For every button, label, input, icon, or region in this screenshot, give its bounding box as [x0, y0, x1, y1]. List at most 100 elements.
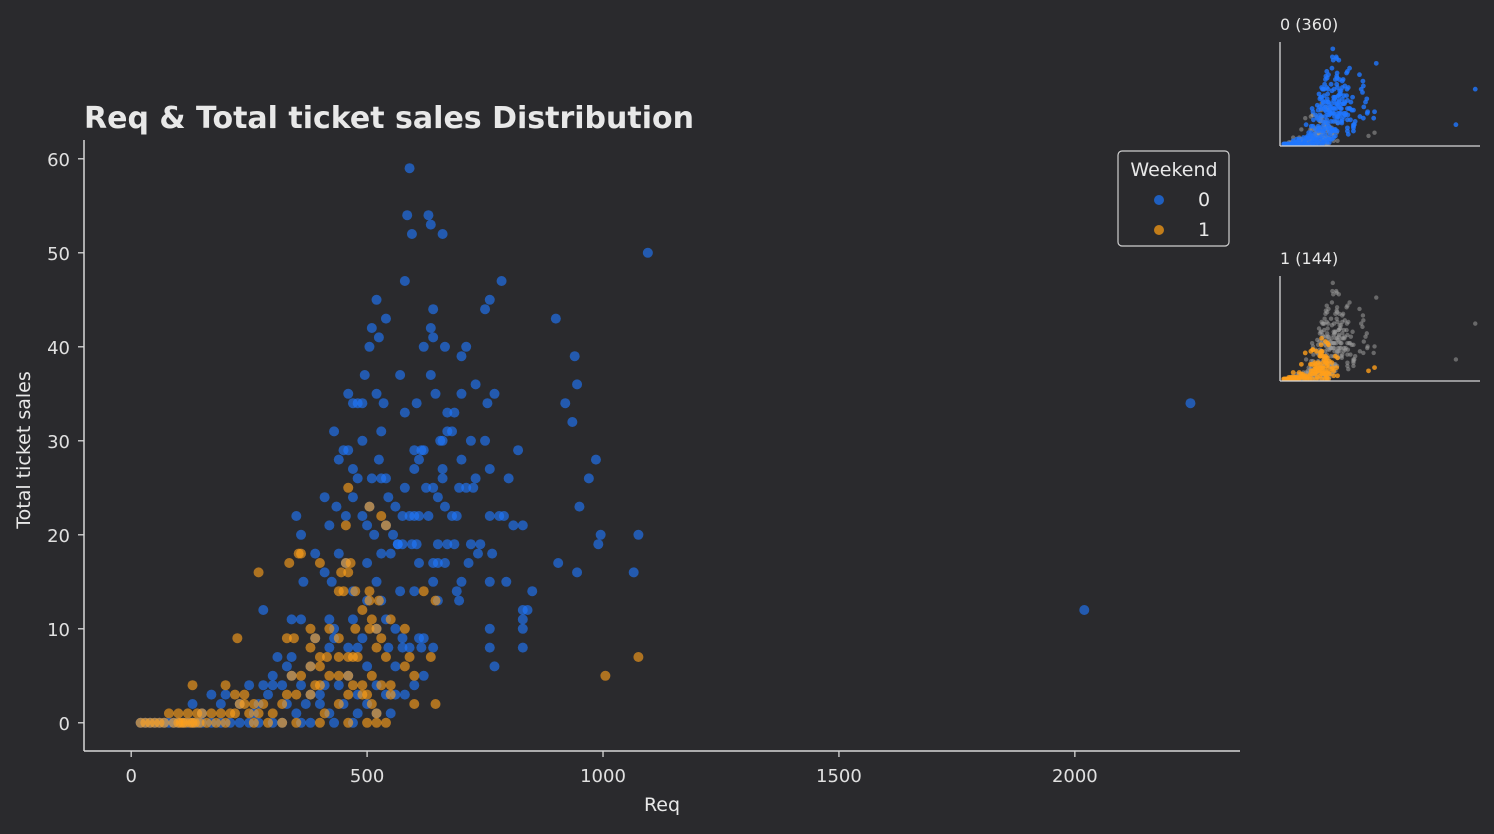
facet-point-series-0: [1344, 70, 1349, 76]
scatter-point-series-1: [380, 520, 391, 531]
scatter-point-series-0: [376, 548, 387, 559]
scatter-point-series-0: [357, 398, 368, 409]
scatter-point-series-1: [229, 708, 240, 719]
facet-point-series-0: [1364, 110, 1370, 116]
scatter-point-series-0: [572, 567, 583, 578]
scatter-point-series-0: [428, 304, 439, 315]
facet-bg-point: [1331, 292, 1336, 297]
facet-bg-point: [1374, 295, 1379, 300]
scatter-point-series-0: [404, 642, 415, 653]
y-tick-label: 20: [47, 526, 70, 547]
scatter-point-series-1: [364, 586, 375, 597]
scatter-point-series-1: [324, 670, 335, 681]
facet-bg-point: [1348, 352, 1353, 357]
facet-point-series-0: [1350, 94, 1355, 100]
scatter-point-series-0: [527, 586, 538, 597]
facet-bg-point: [1340, 331, 1345, 336]
facet-bg-point: [1453, 357, 1459, 362]
scatter-point-series-0: [496, 276, 507, 286]
facet-bg-point: [1351, 360, 1356, 365]
scatter-point-series-0: [425, 370, 436, 380]
scatter-point-series-0: [1079, 605, 1090, 615]
x-tick-label: 1000: [580, 766, 626, 787]
scatter-point-series-1: [267, 708, 278, 719]
facet-bg-point: [1365, 345, 1370, 351]
scatter-point-series-0: [482, 398, 493, 409]
scatter-point-series-1: [319, 708, 330, 719]
scatter-point-series-0: [329, 717, 340, 728]
scatter-point-series-0: [399, 689, 410, 700]
facet-point-series-0: [1342, 112, 1348, 118]
scatter-point-series-0: [258, 605, 269, 615]
facet-bg-point: [1321, 321, 1327, 326]
y-tick-label: 10: [47, 620, 70, 641]
scatter-point-series-1: [248, 717, 259, 728]
scatter-point-series-0: [385, 708, 396, 719]
facet-point-series-0: [1339, 106, 1344, 111]
facet-point-series-0: [1327, 131, 1333, 137]
facet-point-series-1: [1290, 370, 1296, 375]
facet-bg-point: [1311, 352, 1316, 357]
facet-point-series-0: [1329, 65, 1335, 71]
scatter-point-series-0: [392, 539, 403, 550]
scatter-point-series-0: [272, 652, 283, 662]
scatter-point-series-0: [418, 445, 429, 456]
facet-point-series-0: [1351, 107, 1356, 113]
scatter-point-series-0: [373, 332, 384, 343]
scatter-point-series-0: [517, 614, 528, 625]
scatter-point-series-0: [305, 717, 316, 728]
scatter-point-series-1: [333, 652, 344, 662]
facet-bg-point: [1347, 300, 1352, 305]
facet-point-series-0: [1316, 141, 1322, 147]
scatter-point-series-0: [484, 642, 495, 653]
scatter-point-series-0: [595, 529, 606, 540]
facet-point-series-0: [1344, 93, 1349, 99]
legend-label-1: 1: [1198, 219, 1210, 241]
scatter-point-series-1: [399, 623, 410, 634]
facet-bg-point: [1345, 360, 1350, 365]
scatter-point-series-0: [215, 699, 226, 709]
scatter-point-series-0: [484, 511, 495, 521]
scatter-point-series-1: [173, 708, 184, 719]
scatter-point-series-0: [414, 558, 425, 568]
facet-point-series-0: [1334, 128, 1340, 134]
facet-bg-point: [1363, 334, 1368, 339]
facet-point-series-1: [1319, 335, 1324, 341]
scatter-point-series-1: [206, 708, 217, 719]
scatter-point-series-1: [305, 661, 316, 672]
scatter-point-series-0: [324, 642, 335, 653]
scatter-point-series-0: [399, 276, 410, 286]
facet-title-1: 1 (144): [1280, 249, 1338, 268]
scatter-point-series-1: [333, 586, 344, 597]
facet-point-series-1: [1329, 360, 1335, 366]
scatter-point-series-0: [432, 558, 443, 568]
scatter-point-series-0: [447, 426, 458, 437]
scatter-point-series-0: [489, 388, 500, 399]
scatter-point-series-1: [600, 670, 611, 681]
scatter-point-series-0: [454, 595, 465, 606]
scatter-point-series-0: [501, 576, 512, 587]
scatter-point-series-1: [362, 717, 373, 728]
scatter-point-series-0: [428, 642, 439, 653]
y-tick-label: 50: [47, 244, 70, 265]
scatter-point-series-1: [425, 652, 436, 662]
scatter-point-series-0: [395, 586, 406, 597]
scatter-point-series-1: [399, 661, 410, 672]
facet-point-series-1: [1319, 376, 1324, 382]
facet-point-series-1: [1308, 348, 1314, 354]
scatter-point-series-0: [357, 633, 368, 644]
facet-bg-point: [1361, 339, 1366, 344]
scatter-point-series-0: [425, 219, 436, 230]
scatter-point-series-1: [305, 642, 316, 653]
scatter-point-series-0: [416, 642, 427, 653]
scatter-point-series-1: [296, 670, 307, 681]
scatter-point-series-1: [215, 708, 226, 719]
scatter-point-series-0: [366, 473, 377, 484]
x-tick-label: 500: [350, 766, 384, 787]
facet-bg-point: [1345, 352, 1350, 357]
facet-point-series-0: [1320, 141, 1325, 147]
scatter-point-series-0: [267, 670, 278, 681]
scatter-point-series-1: [385, 689, 396, 700]
facet-bg-point: [1372, 130, 1377, 135]
facet-point-series-0: [1373, 60, 1379, 66]
